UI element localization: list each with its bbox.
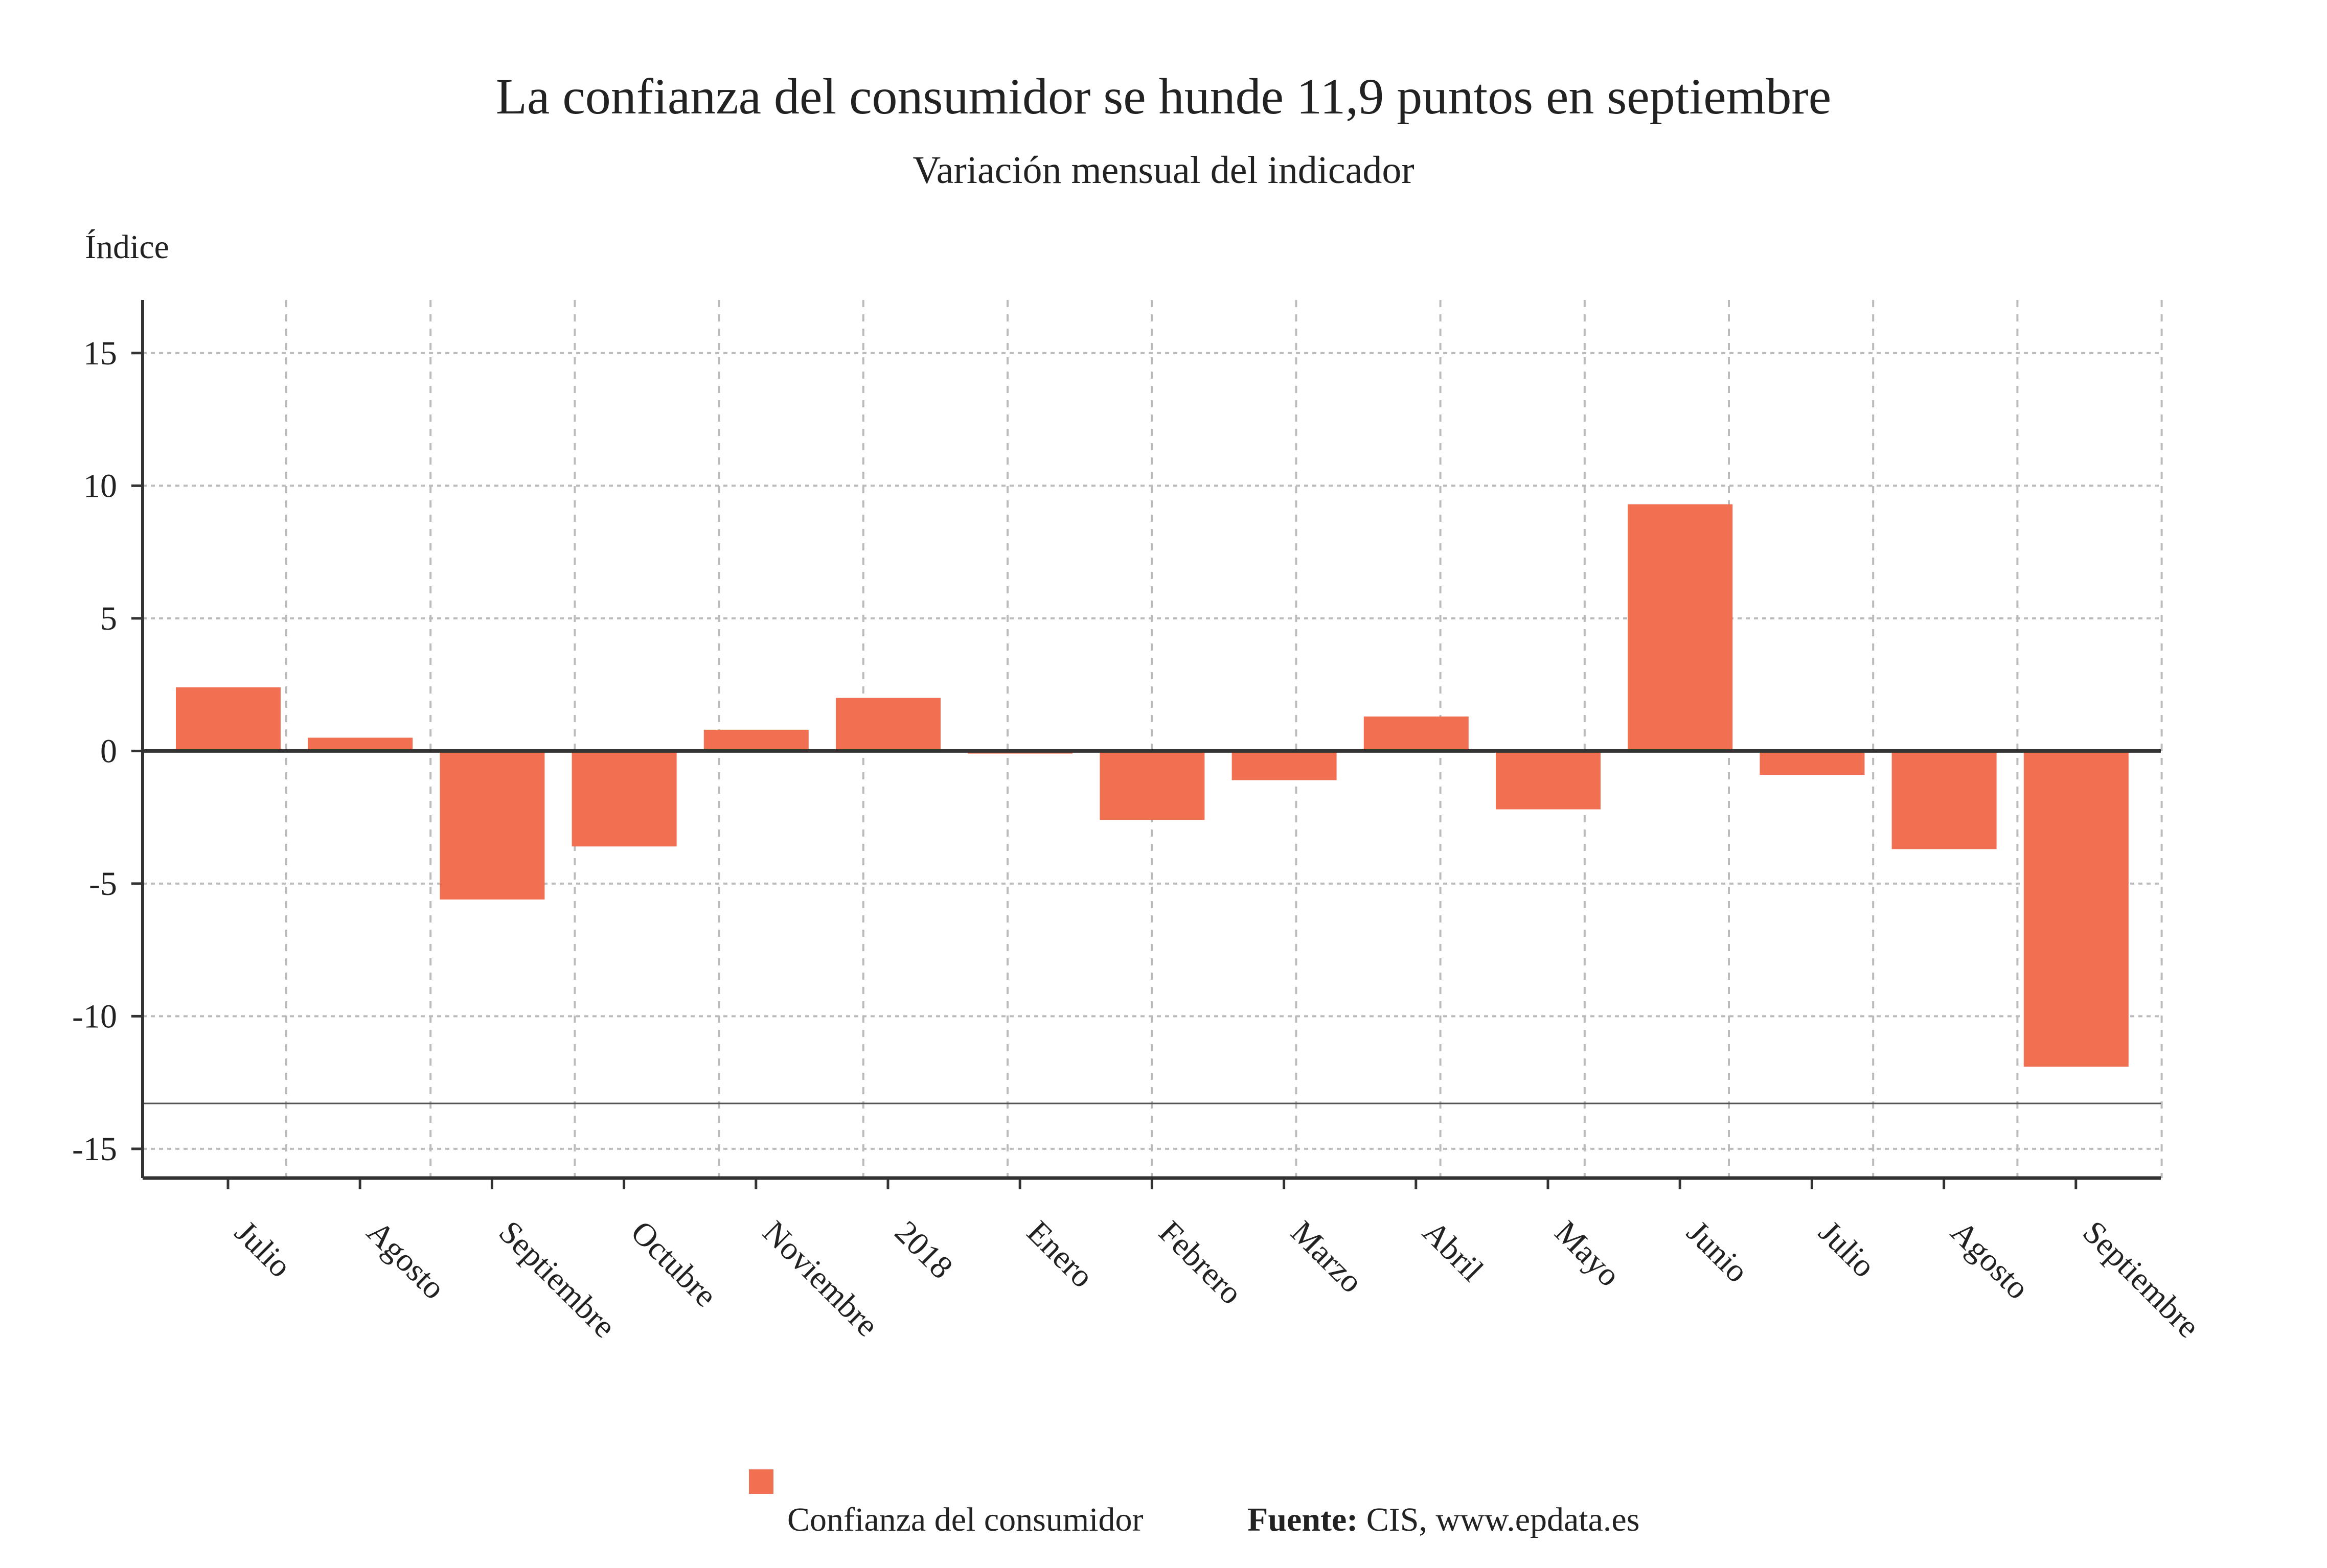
y-tick-label: 15	[83, 335, 117, 372]
axes	[131, 300, 2161, 1189]
y-tick-label: 0	[100, 732, 117, 770]
x-tick-labels: Julio Agosto Septiembre Octubre Noviembre 201…	[228, 1214, 2207, 1345]
bar	[308, 737, 413, 751]
bar	[176, 687, 281, 751]
x-tick-label: Agosto	[360, 1214, 452, 1306]
x-tick-label: Julio	[228, 1214, 299, 1284]
x-tick-label: Marzo	[1284, 1214, 1370, 1300]
bar	[1100, 751, 1205, 820]
bar	[1891, 751, 1997, 849]
bar	[1760, 751, 1865, 775]
bar	[2023, 751, 2129, 1067]
bar	[1496, 751, 1601, 810]
x-tick-label: Abril	[1416, 1214, 1491, 1288]
chart-subtitle: Variación mensual del indicador	[912, 149, 1414, 192]
source-note: Fuente: CIS, www.epdata.es	[1247, 1501, 1639, 1538]
y-tick-label: -10	[72, 998, 117, 1035]
bar	[1231, 751, 1337, 780]
grid	[143, 300, 2163, 1178]
x-tick-label: Julio	[1812, 1214, 1883, 1284]
source-text: CIS, www.epdata.es	[1358, 1501, 1639, 1538]
x-tick-label: Octubre	[624, 1214, 724, 1314]
x-tick-label: Febrero	[1152, 1214, 1250, 1311]
source-label: Fuente:	[1247, 1501, 1358, 1538]
x-tick-label: 2018	[888, 1214, 960, 1286]
x-tick-label: Septiembre	[2076, 1214, 2207, 1345]
x-tick-label: Noviembre	[756, 1214, 886, 1344]
bar	[1628, 504, 1733, 751]
x-tick-label: Agosto	[1944, 1214, 2037, 1306]
legend-swatch	[749, 1469, 773, 1494]
x-tick-label: Mayo	[1548, 1214, 1628, 1294]
x-tick-label: Enero	[1020, 1214, 1101, 1295]
y-tick-label: 10	[83, 467, 117, 504]
bar	[1363, 716, 1469, 751]
y-tick-labels: 15 10 5 0 -5 -10 -15	[72, 335, 117, 1168]
bar	[572, 751, 677, 847]
legend-label: Confianza del consumidor	[787, 1501, 1144, 1538]
y-axis-label: Índice	[85, 228, 169, 266]
y-tick-label: 5	[100, 600, 117, 637]
bar	[703, 729, 809, 751]
chart-title: La confianza del consumidor se hunde 11,…	[496, 68, 1831, 125]
x-tick-label: Septiembre	[492, 1214, 623, 1345]
x-tick-label: Junio	[1680, 1214, 1755, 1289]
bar	[836, 698, 941, 751]
y-tick-label: -15	[72, 1131, 117, 1168]
bar	[440, 751, 545, 900]
y-tick-label: -5	[89, 865, 117, 903]
bars	[176, 504, 2129, 1067]
